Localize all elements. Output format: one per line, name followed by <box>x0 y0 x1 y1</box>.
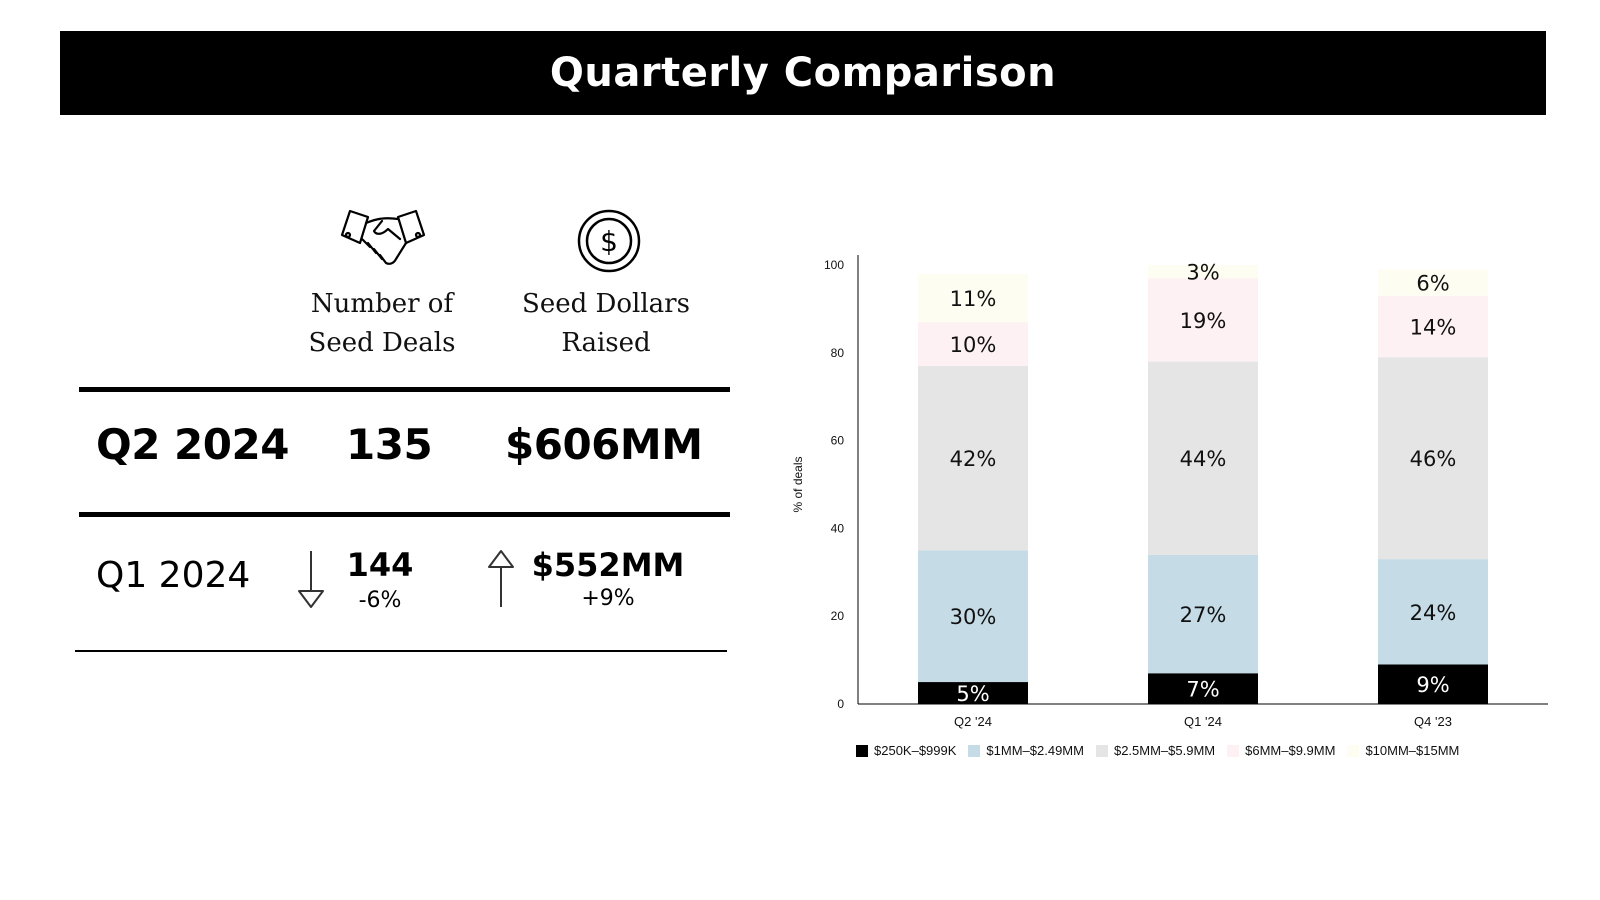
data-label: 46% <box>1410 447 1457 471</box>
page-title: Quarterly Comparison <box>549 50 1057 96</box>
data-label: 3% <box>1186 261 1219 285</box>
data-label: 42% <box>950 447 997 471</box>
bar-segment <box>1148 673 1258 704</box>
data-label: 9% <box>1416 673 1449 697</box>
legend-item: $1MM–$2.49MM <box>968 743 1084 758</box>
table-top-rule <box>79 387 730 392</box>
data-label: 19% <box>1180 309 1227 333</box>
bar-segment <box>1148 554 1258 674</box>
bar-segment <box>918 682 1028 704</box>
handshake-icon <box>340 209 426 265</box>
bar-segment <box>918 365 1028 551</box>
table-bottom-rule <box>75 650 727 652</box>
legend-item: $10MM–$15MM <box>1347 743 1459 758</box>
data-label: 24% <box>1410 601 1457 625</box>
data-label: 14% <box>1410 315 1457 339</box>
y-axis-label: % of deals <box>791 456 805 512</box>
dollars-header-line2: Raised <box>561 328 651 358</box>
data-label: 6% <box>1416 272 1449 296</box>
legend-label: $10MM–$15MM <box>1365 743 1460 758</box>
bar-segment <box>1378 269 1488 296</box>
legend-label: $2.5MM–$5.9MM <box>1113 743 1216 758</box>
dollars-column-header: Seed Dollars Raised <box>496 285 716 363</box>
y-tick-label: 40 <box>831 521 845 535</box>
bar-segment <box>918 322 1028 366</box>
data-label: 44% <box>1180 447 1227 471</box>
legend-swatch <box>1347 744 1360 757</box>
bar-segment <box>1378 357 1488 560</box>
data-label: 10% <box>950 333 997 357</box>
previous-period: Q1 2024 <box>96 555 251 596</box>
legend-label: $1MM–$2.49MM <box>986 743 1084 758</box>
chart-legend: $250K–$999K $1MM–$2.49MM $2.5MM–$5.9MM $6MM… <box>856 743 1459 758</box>
legend-item: $250K–$999K <box>856 743 956 758</box>
y-tick-label: 20 <box>831 609 845 623</box>
bar-segment <box>918 550 1028 683</box>
y-tick-label: 0 <box>837 697 844 711</box>
data-label: 27% <box>1180 603 1227 627</box>
data-label: 30% <box>950 605 997 629</box>
legend-label: $250K–$999K <box>874 743 957 758</box>
y-tick-label: 80 <box>831 346 845 360</box>
previous-deals: 144 <box>346 546 414 584</box>
deals-header-line1: Number of <box>310 289 454 319</box>
dollars-header-line1: Seed Dollars <box>522 289 690 319</box>
legend-item: $2.5MM–$5.9MM <box>1095 743 1216 758</box>
legend-item: $6MM–$9.9MM <box>1227 743 1335 758</box>
arrow-up-icon <box>488 550 514 607</box>
current-dollars: $606MM <box>505 420 703 469</box>
arrow-down-icon <box>298 551 324 608</box>
dollar-coin-icon: $ <box>577 209 641 273</box>
previous-dollars-change: +9% <box>581 586 635 611</box>
previous-deals-change: -6% <box>358 588 402 613</box>
data-label: 5% <box>956 682 989 706</box>
legend-swatch <box>1095 744 1108 757</box>
deals-column-header: Number of Seed Deals <box>272 285 492 363</box>
x-tick-label: Q4 '23 <box>1414 714 1452 729</box>
stacked-bar-chart: 0 20 40 60 80 100 % of deals 5% 30% 42% 10% 11% Q2 '… <box>791 255 1548 729</box>
current-deals: 135 <box>346 420 433 469</box>
bar-segment <box>1378 295 1488 358</box>
x-tick-label: Q1 '24 <box>1184 714 1222 729</box>
legend-swatch <box>1227 744 1240 757</box>
legend-label: $6MM–$9.9MM <box>1245 743 1336 758</box>
bar-segment <box>1378 559 1488 665</box>
legend-swatch <box>856 744 868 757</box>
previous-dollars: $552MM <box>531 546 685 584</box>
current-period: Q2 2024 <box>96 420 289 469</box>
bar-segment <box>1148 278 1258 362</box>
svg-text:$: $ <box>600 225 618 258</box>
x-tick-label: Q2 '24 <box>954 714 992 729</box>
title-banner: Quarterly Comparison <box>60 31 1546 115</box>
bar-segment <box>1378 664 1488 704</box>
data-label: 7% <box>1186 678 1219 702</box>
deals-header-line2: Seed Deals <box>308 328 456 358</box>
table-middle-rule <box>79 512 730 517</box>
y-tick-label: 100 <box>824 258 844 272</box>
bar-segment <box>1148 361 1258 555</box>
y-tick-label: 60 <box>831 434 845 448</box>
legend-swatch <box>968 744 981 757</box>
bar-segment <box>918 273 1028 323</box>
bar-segment <box>1148 265 1258 279</box>
data-label: 11% <box>950 287 997 311</box>
